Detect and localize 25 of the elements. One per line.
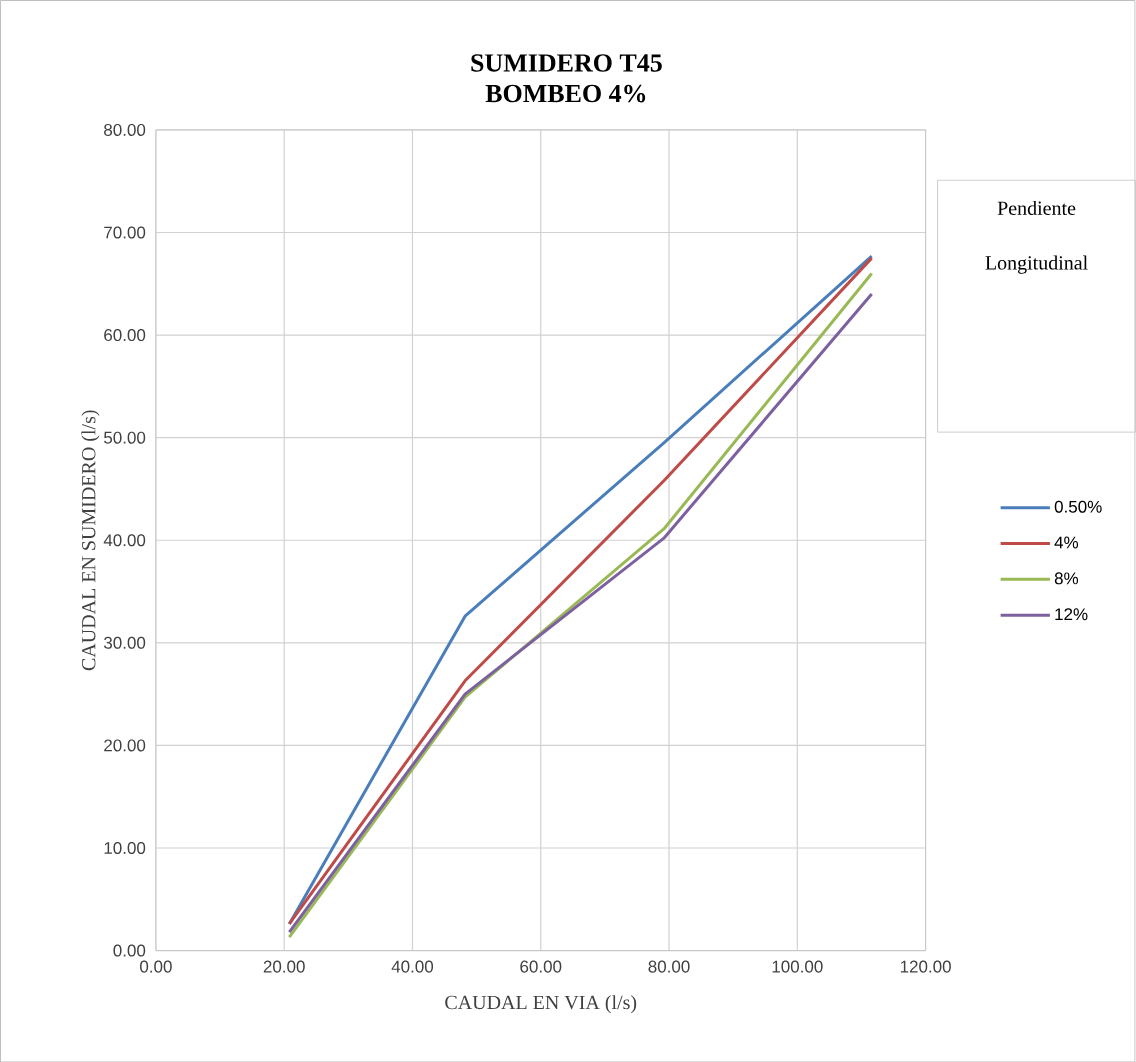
y-tick-label: 80.00 — [104, 123, 146, 136]
y-axis-title: CAUDAL EN SUMIDERO (l/s) — [81, 410, 100, 670]
x-tick-label: 20.00 — [263, 960, 305, 973]
y-tick-label: 0.00 — [113, 944, 146, 957]
text: Pendiente Longitudinal — [985, 200, 1088, 274]
y-tick-label: 20.00 — [104, 739, 146, 752]
x-tick-label: 80.00 — [648, 960, 690, 973]
y-tick-label: 70.00 — [104, 226, 146, 239]
chart-title: SUMIDERO T45 — [471, 53, 662, 72]
legend-label: 12% — [1055, 607, 1088, 620]
x-tick-label: 60.00 — [520, 960, 562, 973]
y-tick-label: 30.00 — [103, 636, 146, 649]
y-tick-label: 60.00 — [104, 328, 146, 341]
x-tick-label: 0.00 — [140, 960, 172, 973]
legend-label: 8% — [1054, 572, 1079, 585]
x-tick-label: 120.00 — [900, 960, 951, 973]
y-tick-label: 50.00 — [104, 431, 146, 444]
y-tick-label: 10.00 — [104, 841, 146, 854]
legend-label: 0.50% — [1054, 500, 1102, 513]
x-tick-label: 40.00 — [391, 960, 434, 973]
y-tick-label: 40.00 — [103, 533, 146, 547]
legend-label: 4% — [1054, 536, 1079, 549]
x-tick-label: 100.00 — [772, 960, 823, 973]
x-axis-title: CAUDAL EN VIA (l/s) — [445, 994, 637, 1014]
chart-subtitle: BOMBEO 4% — [485, 84, 646, 103]
